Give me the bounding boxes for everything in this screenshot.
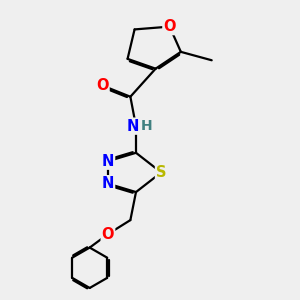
Text: O: O <box>96 78 109 93</box>
Text: N: N <box>102 176 114 191</box>
Text: O: O <box>102 226 114 242</box>
Text: N: N <box>126 119 139 134</box>
Text: H: H <box>141 119 152 133</box>
Text: S: S <box>156 165 166 180</box>
Text: O: O <box>164 19 176 34</box>
Text: N: N <box>102 154 114 169</box>
